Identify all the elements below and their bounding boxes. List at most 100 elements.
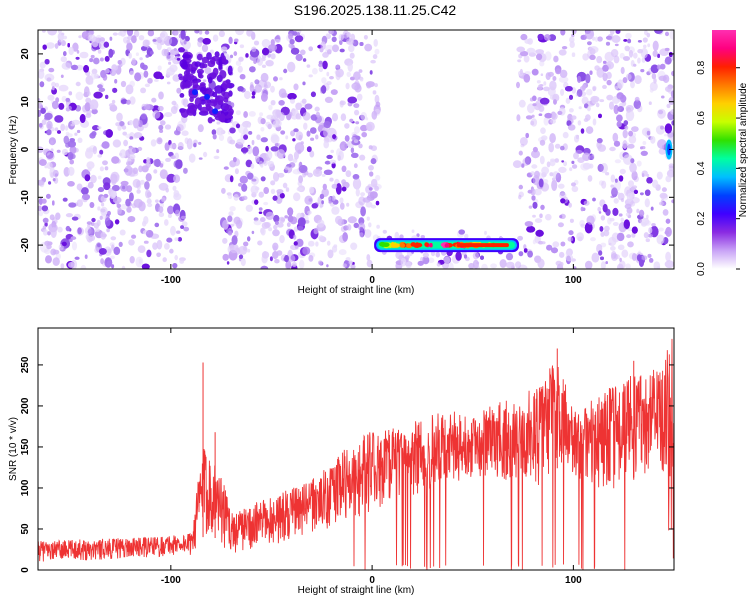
heatmap-cell: [79, 51, 89, 59]
heatmap-cell: [103, 182, 111, 191]
heatmap-cell: [586, 88, 593, 96]
heatmap-cell: [354, 126, 360, 134]
heatmap-cell: [44, 248, 51, 255]
heatmap-cell: [355, 121, 360, 125]
heatmap-cell: [639, 259, 644, 267]
heatmap-cell: [152, 242, 158, 250]
heatmap-cell: [132, 178, 141, 188]
heatmap-cell: [661, 187, 667, 192]
heatmap-cell: [294, 35, 304, 43]
heatmap-cell: [38, 98, 41, 102]
heatmap-cell: [301, 98, 307, 104]
heatmap-cell: [156, 252, 161, 258]
heatmap-cell: [544, 112, 553, 119]
heatmap-cell: [70, 123, 75, 127]
heatmap-cell: [521, 163, 525, 168]
heatmap-cell: [42, 229, 48, 236]
y-tick-label: 0: [20, 146, 31, 152]
heatmap-cell: [436, 262, 441, 267]
heatmap-cell: [329, 30, 334, 35]
heatmap-cell: [640, 255, 648, 261]
snr-x-ticks: -100 0 100: [161, 328, 582, 586]
heatmap-cell: [198, 74, 204, 79]
heatmap-cell: [278, 100, 285, 106]
heatmap-cell: [623, 56, 630, 61]
heatmap-cell: [306, 146, 312, 153]
heatmap-cell: [105, 129, 113, 138]
heatmap-cell: [323, 121, 331, 129]
heatmap-cell: [641, 170, 648, 177]
heatmap-cell: [551, 112, 558, 120]
heatmap-cell: [505, 261, 515, 269]
heatmap-cell: [557, 110, 563, 115]
heatmap-cell: [519, 68, 523, 75]
heatmap-cell: [260, 118, 266, 125]
heatmap-cell: [68, 262, 75, 268]
heatmap-cell: [254, 79, 260, 85]
heatmap-cell: [75, 81, 81, 87]
heatmap-cell: [214, 95, 225, 103]
heatmap-cell: [631, 226, 638, 234]
heatmap-cell: [263, 201, 269, 206]
heatmap-cell: [625, 32, 632, 39]
heatmap-cell: [182, 54, 192, 59]
heatmap-cell: [238, 182, 243, 187]
heatmap-cell: [216, 149, 220, 154]
heatmap-cell: [235, 110, 241, 116]
heatmap-cell: [71, 216, 79, 221]
band-cell: [406, 243, 411, 248]
heatmap-cell: [122, 131, 127, 136]
heatmap-cell: [339, 39, 343, 46]
page-title: S196.2025.138.11.25.C42: [293, 2, 457, 18]
heatmap-cell: [159, 30, 168, 42]
heatmap-cell: [351, 136, 356, 140]
heatmap-cell: [114, 219, 120, 225]
heatmap-cell: [332, 44, 339, 53]
heatmap-cell: [68, 46, 74, 56]
heatmap-cell: [276, 250, 283, 256]
x-tick-label: 100: [565, 575, 582, 586]
heatmap-cell: [104, 246, 112, 256]
heatmap-cell: [619, 52, 625, 59]
heatmap-cell: [590, 237, 596, 242]
heatmap-cell: [194, 61, 202, 67]
heatmap-cell: [48, 181, 52, 185]
heatmap-cell: [251, 91, 256, 96]
heatmap-cell: [54, 43, 59, 49]
colorbar-tick-label: 0.2: [696, 211, 707, 225]
heatmap-cell: [587, 175, 593, 182]
heatmap-cell: [171, 100, 177, 106]
heatmap-cell: [47, 94, 55, 101]
heatmap-cell: [664, 56, 672, 65]
heatmap-cell: [97, 175, 102, 180]
heatmap-cell: [142, 39, 150, 48]
heatmap-cell: [584, 222, 593, 234]
heatmap-cell: [411, 229, 415, 233]
heatmap-cell: [338, 34, 344, 41]
heatmap-cell: [295, 102, 302, 111]
heatmap-cell: [65, 97, 71, 102]
heatmap-cell: [557, 222, 564, 228]
heatmap-cell: [117, 207, 122, 215]
heatmap-cell: [283, 68, 288, 74]
heatmap-cell: [665, 218, 671, 224]
heatmap-cell: [639, 209, 645, 217]
heatmap-cell: [39, 159, 47, 166]
heatmap-cell: [644, 198, 650, 208]
heatmap-cell: [311, 203, 318, 209]
x-tick-label: -100: [161, 575, 181, 586]
heatmap-cell: [241, 147, 249, 153]
heatmap-cell: [112, 139, 122, 148]
colorbar-gradient: [712, 30, 736, 269]
heatmap-cell: [350, 242, 358, 250]
heatmap-cell: [356, 93, 363, 101]
heatmap-cell: [176, 230, 181, 234]
heatmap-cell: [360, 192, 365, 197]
heatmap-cell: [159, 129, 164, 134]
heatmap-cell: [541, 135, 548, 141]
heatmap-cell: [515, 261, 522, 269]
heatmap-cell: [582, 53, 589, 61]
heatmap-cell: [598, 113, 602, 119]
heatmap-cell: [560, 145, 565, 151]
heatmap-cell: [602, 64, 609, 72]
